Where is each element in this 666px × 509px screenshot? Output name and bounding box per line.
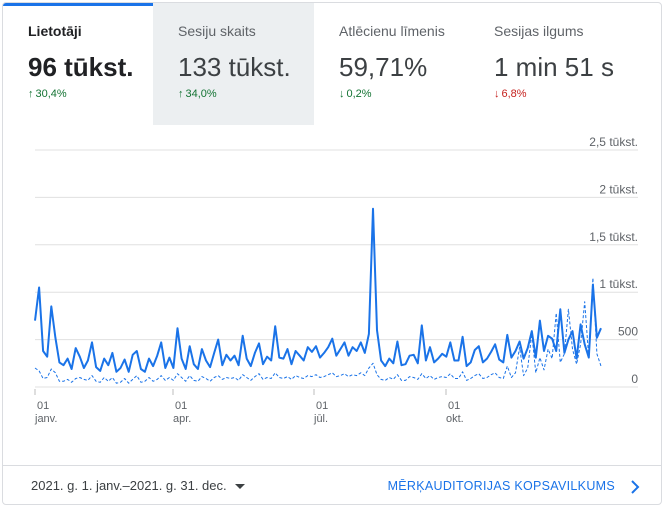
y-tick-label: 2,5 tūkst. bbox=[589, 135, 638, 149]
tab-bounce-rate-change-value: 0,2% bbox=[346, 88, 372, 100]
x-tick-day: 01 bbox=[37, 400, 49, 412]
arrow-down-icon: ↓ bbox=[339, 88, 345, 100]
tab-sessions-label: Sesiju skaits bbox=[178, 23, 256, 39]
tab-session-duration-label: Sesijas ilgums bbox=[494, 23, 584, 39]
tab-bounce-rate-change: ↓ 0,2% bbox=[339, 87, 469, 101]
arrow-down-icon: ↓ bbox=[494, 88, 500, 100]
arrow-up-icon: ↑ bbox=[178, 88, 184, 100]
tab-session-duration-change-value: 6,8% bbox=[501, 88, 527, 100]
y-tick-label: 500 bbox=[618, 325, 638, 339]
x-tick-month: jūl. bbox=[313, 413, 328, 425]
x-tick-month: okt. bbox=[446, 413, 464, 425]
y-tick-label: 2 tūkst. bbox=[599, 182, 638, 196]
tab-sessions-value: 133 tūkst. bbox=[178, 52, 291, 82]
x-tick-month: apr. bbox=[173, 413, 191, 425]
audience-overview-card: Lietotāji 96 tūkst. ↑ 30,4% Sesiju skaits… bbox=[2, 2, 662, 505]
metric-tabs: Lietotāji 96 tūkst. ↑ 30,4% Sesiju skaits… bbox=[3, 3, 661, 125]
y-tick-label: 0 bbox=[631, 372, 638, 386]
x-tick-day: 01 bbox=[316, 400, 328, 412]
tab-users-change: ↑ 30,4% bbox=[28, 87, 153, 101]
series-line-comparison bbox=[34, 277, 602, 384]
date-range-selector[interactable]: 2021. g. 1. janv.–2021. g. 31. dec. bbox=[31, 478, 245, 493]
tab-users-change-value: 30,4% bbox=[35, 88, 67, 100]
x-tick-month: janv. bbox=[34, 413, 57, 425]
tab-sessions-change-value: 34,0% bbox=[185, 88, 217, 100]
tab-users-label: Lietotāji bbox=[28, 23, 82, 39]
date-range-text: 2021. g. 1. janv.–2021. g. 31. dec. bbox=[31, 478, 227, 493]
caret-down-icon bbox=[234, 484, 245, 490]
tab-bounce-rate[interactable]: Atlēcienu līmenis 59,71% ↓ 0,2% bbox=[314, 3, 469, 125]
audience-overview-link[interactable]: MĒRĶAUDITORIJAS KOPSAVILKUMS bbox=[387, 479, 615, 493]
chevron-right-icon[interactable] bbox=[627, 479, 643, 495]
tab-bounce-rate-label: Atlēcienu līmenis bbox=[339, 23, 445, 39]
tab-bounce-rate-value: 59,71% bbox=[339, 52, 428, 82]
tab-session-duration-value: 1 min 51 s bbox=[494, 52, 614, 82]
x-tick-day: 01 bbox=[175, 400, 187, 412]
tab-users-value: 96 tūkst. bbox=[28, 52, 134, 82]
tab-session-duration-change: ↓ 6,8% bbox=[494, 87, 661, 101]
x-tick-day: 01 bbox=[448, 400, 460, 412]
chart-svg: 2,5 tūkst. 2 tūkst. 1,5 tūkst. 1 tūkst. 500 0… bbox=[34, 135, 638, 425]
y-tick-label: 1,5 tūkst. bbox=[589, 230, 638, 244]
y-tick-label: 1 tūkst. bbox=[599, 277, 638, 291]
tab-sessions-change: ↑ 34,0% bbox=[178, 87, 314, 101]
tab-users[interactable]: Lietotāji 96 tūkst. ↑ 30,4% bbox=[3, 3, 153, 125]
users-line-chart[interactable]: 2,5 tūkst. 2 tūkst. 1,5 tūkst. 1 tūkst. 500 0… bbox=[3, 125, 661, 445]
series-line-current bbox=[34, 207, 602, 373]
card-footer: 2021. g. 1. janv.–2021. g. 31. dec. MĒRĶ… bbox=[3, 465, 661, 504]
arrow-up-icon: ↑ bbox=[28, 88, 34, 100]
tab-session-duration[interactable]: Sesijas ilgums 1 min 51 s ↓ 6,8% bbox=[469, 3, 661, 125]
tab-sessions[interactable]: Sesiju skaits 133 tūkst. ↑ 34,0% bbox=[153, 3, 314, 125]
